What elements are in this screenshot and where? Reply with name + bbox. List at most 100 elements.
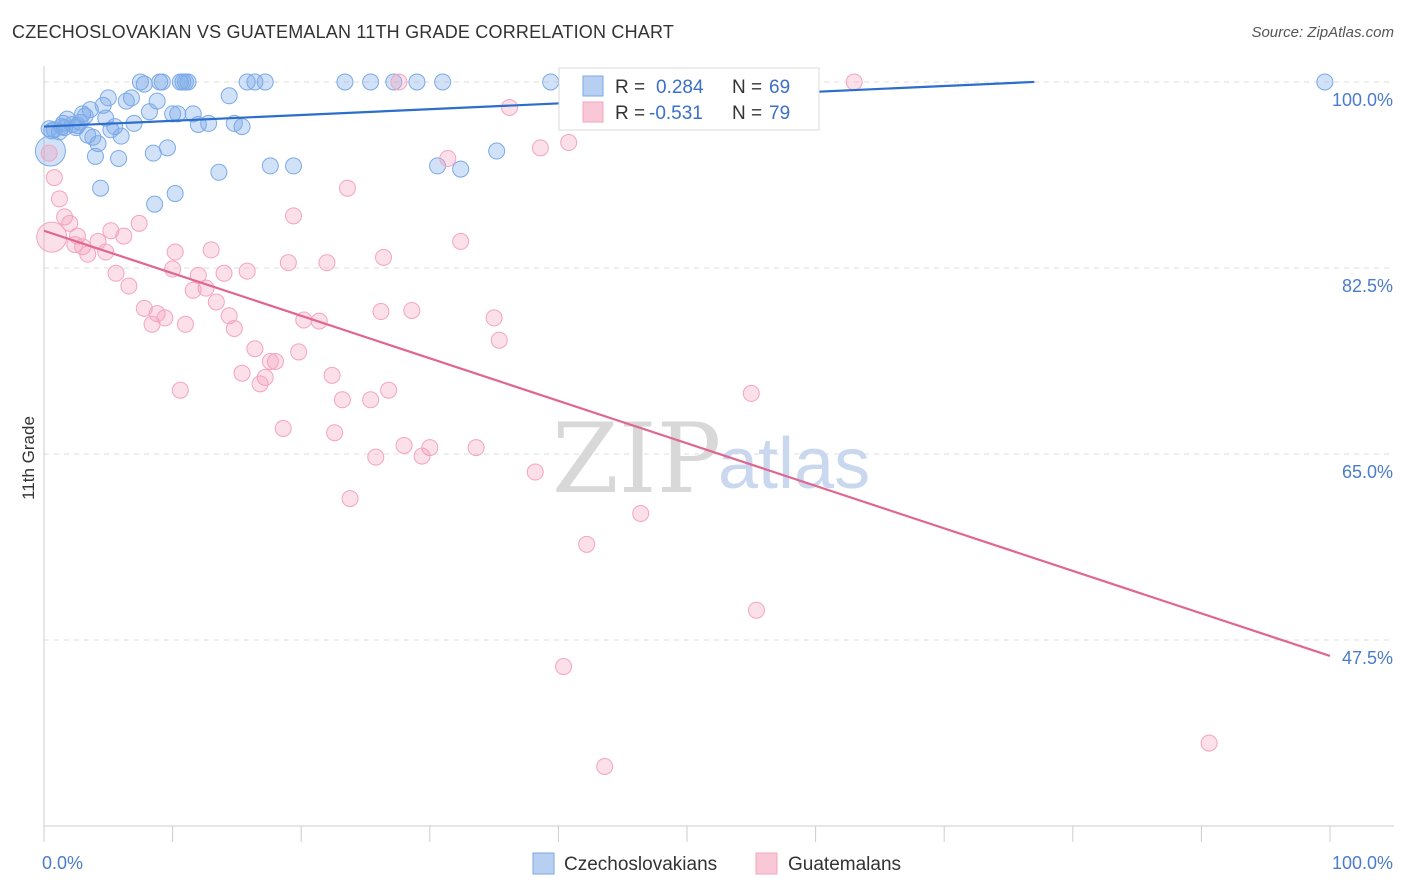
point-guatemalans-12 xyxy=(107,264,125,282)
point-czechoslovakians-31 xyxy=(135,75,153,93)
point-czechoslovakians-45 xyxy=(179,73,197,91)
point-guatemalans-49 xyxy=(338,179,356,197)
point-guatemalans-15 xyxy=(130,214,148,232)
legend-r-label-0: R = xyxy=(615,77,645,98)
point-guatemalans-39 xyxy=(274,419,292,437)
point-guatemalans-8 xyxy=(79,245,97,263)
point-czechoslovakians-61 xyxy=(408,73,426,91)
legend-r-value-1: -0.531 xyxy=(649,103,703,124)
bottom-legend-label-czechoslovakians: Czechoslovakians xyxy=(564,854,717,875)
point-czechoslovakians-46 xyxy=(184,105,202,123)
legend-r-label-1: R = xyxy=(615,103,645,124)
point-guatemalans-64 xyxy=(485,309,503,327)
point-guatemalans-24 xyxy=(184,281,202,299)
point-guatemalans-73 xyxy=(632,504,650,522)
y-tick-label-3: 47.5% xyxy=(1342,648,1393,668)
legend-swatch-czechoslovakians xyxy=(582,75,604,97)
point-guatemalans-48 xyxy=(333,391,351,409)
point-czechoslovakians-15 xyxy=(81,101,99,119)
point-czechoslovakians-48 xyxy=(200,114,218,132)
source-label: Source: ZipAtlas.com xyxy=(1251,24,1394,41)
point-guatemalans-66 xyxy=(501,98,519,116)
point-guatemalans-75 xyxy=(747,601,765,619)
x-tick-label-1: 100.0% xyxy=(1332,853,1393,873)
point-czechoslovakians-33 xyxy=(144,144,162,162)
point-guatemalans-52 xyxy=(367,448,385,466)
point-guatemalans-62 xyxy=(452,232,470,250)
point-guatemalans-71 xyxy=(578,535,596,553)
point-guatemalans-14 xyxy=(120,277,138,295)
point-guatemalans-77 xyxy=(1200,734,1218,752)
point-guatemalans-30 xyxy=(220,307,238,325)
point-guatemalans-55 xyxy=(380,381,398,399)
point-czechoslovakians-40 xyxy=(166,185,184,203)
stats-legend: R = 0.284 N = 69 R = -0.531 N = 79 xyxy=(558,67,820,131)
point-czechoslovakians-26 xyxy=(112,127,130,145)
point-guatemalans-33 xyxy=(238,262,256,280)
point-guatemalans-67 xyxy=(526,463,544,481)
points-guatemalans xyxy=(36,73,1218,775)
legend-n-label-0: N = xyxy=(732,77,762,98)
point-guatemalans-22 xyxy=(171,381,189,399)
point-guatemalans-56 xyxy=(390,73,408,91)
point-guatemalans-58 xyxy=(403,301,421,319)
trend-lines xyxy=(43,80,1331,657)
point-guatemalans-63 xyxy=(467,439,485,457)
point-guatemalans-13 xyxy=(115,227,133,245)
point-guatemalans-11 xyxy=(102,222,120,240)
point-czechoslovakians-55 xyxy=(256,73,274,91)
point-guatemalans-61 xyxy=(439,149,457,167)
watermark-atlas: atlas xyxy=(718,424,870,504)
legend-swatch-guatemalans xyxy=(582,101,604,123)
point-guatemalans-45 xyxy=(318,254,336,272)
x-tick-labels: 0.0% 100.0% xyxy=(42,853,1393,873)
point-guatemalans-28 xyxy=(207,293,225,311)
point-czechoslovakians-25 xyxy=(110,149,128,167)
point-guatemalans-50 xyxy=(341,490,359,508)
point-czechoslovakians-27 xyxy=(117,92,135,110)
point-guatemalans-27 xyxy=(202,241,220,259)
point-guatemalans-46 xyxy=(323,366,341,384)
point-czechoslovakians-59 xyxy=(362,73,380,91)
point-czechoslovakians-7 xyxy=(58,110,76,128)
bottom-legend-swatch-guatemalans xyxy=(755,852,778,875)
point-guatemalans-42 xyxy=(290,343,308,361)
point-guatemalans-57 xyxy=(395,436,413,454)
y-axis-label: 11th Grade xyxy=(19,416,38,500)
point-czechoslovakians-57 xyxy=(284,157,302,175)
point-guatemalans-0 xyxy=(40,144,58,162)
point-czechoslovakians-50 xyxy=(220,87,238,105)
point-czechoslovakians-56 xyxy=(261,157,279,175)
watermark-zip: ZIP xyxy=(552,403,721,515)
gridlines xyxy=(44,81,1394,641)
point-guatemalans-32 xyxy=(233,364,251,382)
bottom-legend-swatch-czechoslovakians xyxy=(532,852,555,875)
point-guatemalans-1 xyxy=(45,169,63,187)
point-guatemalans-68 xyxy=(531,139,549,157)
point-guatemalans-76 xyxy=(845,73,863,91)
point-guatemalans-16 xyxy=(135,299,153,317)
point-guatemalans-69 xyxy=(555,658,573,676)
point-czechoslovakians-63 xyxy=(434,73,452,91)
point-czechoslovakians-35 xyxy=(148,92,166,110)
point-guatemalans-36 xyxy=(256,368,274,386)
point-guatemalans-19 xyxy=(156,309,174,327)
point-czechoslovakians-60 xyxy=(385,73,403,91)
point-guatemalans-74 xyxy=(742,384,760,402)
point-czechoslovakians-54 xyxy=(246,73,264,91)
point-guatemalans-34 xyxy=(246,340,264,358)
point-czechoslovakians-64 xyxy=(452,160,470,178)
bottom-legend-label-guatemalans: Guatemalans xyxy=(788,854,901,875)
legend-n-value-0: 69 xyxy=(769,77,790,98)
point-guatemalans-18 xyxy=(148,305,166,323)
y-tick-labels: 100.0% 82.5% 65.0% 47.5% xyxy=(1332,90,1393,668)
x-tick-label-0: 0.0% xyxy=(42,853,83,873)
point-czechoslovakians-41 xyxy=(169,105,187,123)
point-czechoslovakians-67 xyxy=(1316,73,1334,91)
point-guatemalans-72 xyxy=(596,757,614,775)
point-czechoslovakians-34 xyxy=(146,195,164,213)
point-czechoslovakians-38 xyxy=(158,139,176,157)
watermark: ZIP atlas xyxy=(552,403,870,515)
point-czechoslovakians-28 xyxy=(122,89,140,107)
